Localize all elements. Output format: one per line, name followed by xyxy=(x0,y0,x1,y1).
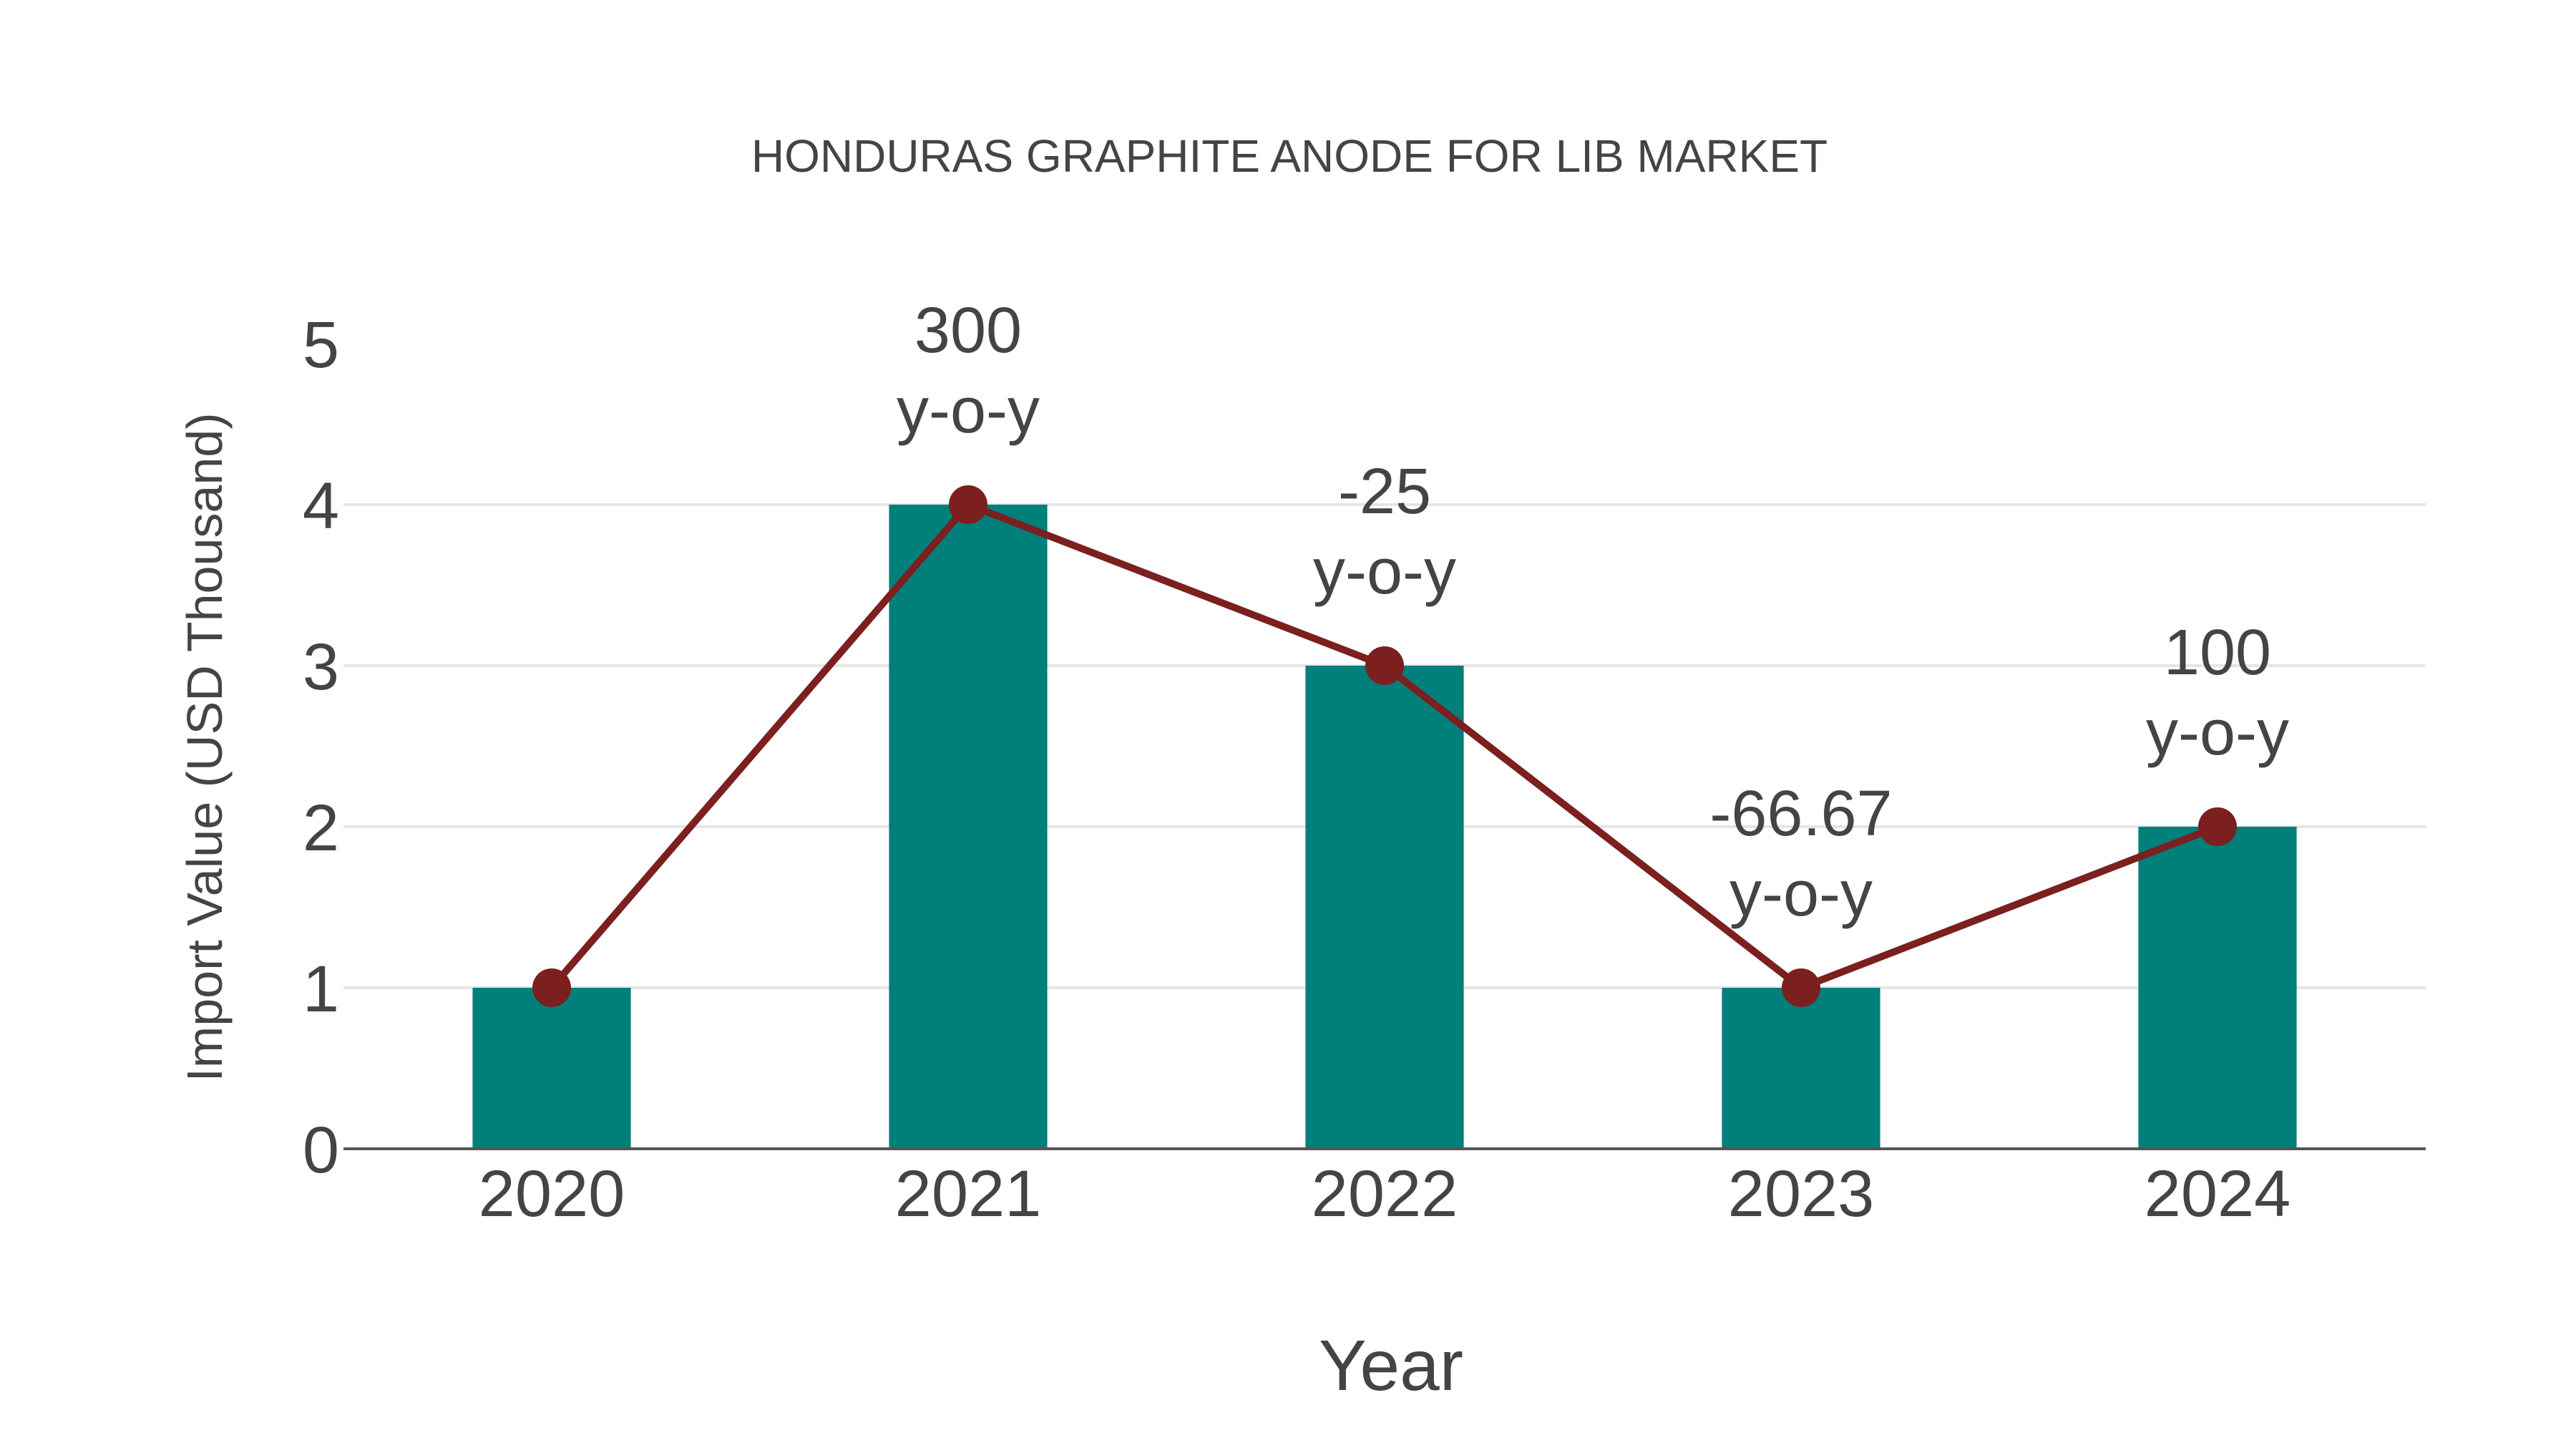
y-tick-label: 2 xyxy=(303,792,339,865)
x-tick-label: 2021 xyxy=(895,1157,1042,1230)
bar-2021 xyxy=(889,505,1048,1149)
yoy-annotations: 300 y-o-y -25 y-o-y -66.67 y-o-y 100 y-o-y xyxy=(897,295,2289,930)
data-point-marker xyxy=(2198,807,2237,846)
line-series xyxy=(532,485,2237,1007)
data-point-marker xyxy=(949,485,987,524)
bar-2023 xyxy=(1722,988,1880,1149)
data-point-marker xyxy=(1782,968,1820,1007)
yoy-value-label: 100 xyxy=(2164,617,2271,689)
y-axis-title: Import Value (USD Thousand) xyxy=(177,412,233,1082)
yoy-value-label: -25 xyxy=(1338,456,1431,528)
yoy-suffix-label: y-o-y xyxy=(897,375,1040,447)
x-tick-label: 2022 xyxy=(1312,1157,1458,1230)
x-axis-title: Year xyxy=(1319,1326,1463,1406)
yoy-suffix-label: y-o-y xyxy=(1313,536,1456,608)
yoy-value-label: 300 xyxy=(914,295,1022,366)
bar-series xyxy=(472,505,2297,1149)
x-tick-label: 2023 xyxy=(1728,1157,1875,1230)
y-tick-label: 4 xyxy=(303,470,339,543)
chart-title: HONDURAS GRAPHITE ANODE FOR LIB MARKET xyxy=(751,130,1828,182)
data-point-marker xyxy=(1365,646,1404,685)
bar-2024 xyxy=(2138,827,2297,1149)
data-point-marker xyxy=(532,968,571,1007)
x-tick-label: 2024 xyxy=(2145,1157,2291,1230)
yoy-suffix-label: y-o-y xyxy=(1729,858,1873,930)
y-tick-label: 5 xyxy=(303,308,339,382)
x-axis-ticks: 2020 2021 2022 2023 2024 xyxy=(479,1157,2291,1230)
yoy-value-label: -66.67 xyxy=(1709,778,1892,850)
x-tick-label: 2020 xyxy=(479,1157,625,1230)
bar-2022 xyxy=(1305,666,1464,1149)
y-tick-label: 1 xyxy=(303,953,339,1026)
y-axis-ticks: 0 1 2 3 4 5 xyxy=(303,308,339,1187)
yoy-suffix-label: y-o-y xyxy=(2146,697,2289,769)
bar-2020 xyxy=(472,988,631,1149)
y-tick-label: 0 xyxy=(303,1114,339,1187)
y-tick-label: 3 xyxy=(303,631,339,704)
